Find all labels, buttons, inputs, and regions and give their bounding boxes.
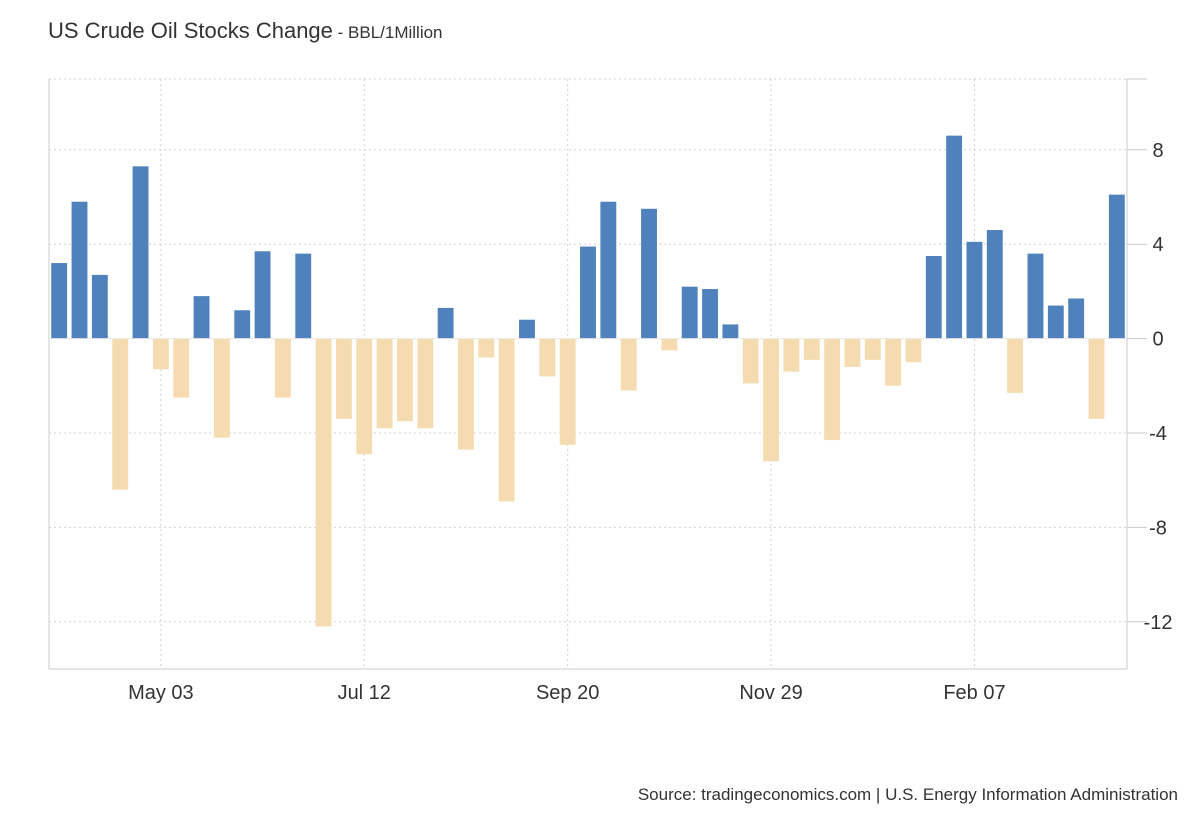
bar xyxy=(437,307,454,339)
y-tick-label: 8 xyxy=(1152,140,1163,162)
bar xyxy=(274,338,291,398)
bar xyxy=(234,310,251,339)
bar xyxy=(397,338,413,422)
source-note: Source: tradingeconomics.com | U.S. Ener… xyxy=(637,785,1178,804)
bar xyxy=(213,338,230,438)
bar xyxy=(885,338,902,386)
bar xyxy=(864,338,881,360)
bar xyxy=(335,338,352,419)
bar xyxy=(681,286,698,339)
bar xyxy=(946,135,963,339)
bar xyxy=(844,338,861,367)
bar xyxy=(1108,194,1125,339)
x-tick-label: Nov 29 xyxy=(739,682,802,704)
bar xyxy=(356,338,373,455)
x-tick-label: May 03 xyxy=(128,682,194,704)
bar xyxy=(925,256,942,339)
bar xyxy=(1068,298,1085,339)
bar xyxy=(722,324,739,339)
bar xyxy=(559,338,576,445)
bar xyxy=(458,338,474,450)
bar xyxy=(803,338,820,360)
chart-title: US Crude Oil Stocks Change xyxy=(48,18,333,43)
bar xyxy=(539,338,556,377)
bar xyxy=(1007,338,1024,393)
bar xyxy=(986,230,1003,339)
bar xyxy=(91,274,108,339)
grid-layer xyxy=(49,78,1127,669)
bar xyxy=(254,251,271,339)
bar xyxy=(173,338,190,398)
bar xyxy=(376,338,393,429)
bar xyxy=(1047,305,1064,339)
bars-layer xyxy=(51,135,1125,627)
axis-layer xyxy=(48,78,1147,670)
bar xyxy=(600,201,617,339)
bar xyxy=(112,338,129,490)
labels-layer: 8 4 0 -4 -8 -12 May 03 Jul 12 Sep 20 Nov 29 Feb 07 xyxy=(128,140,1172,704)
y-tick-label: -12 xyxy=(1144,612,1173,634)
bar xyxy=(580,246,596,339)
bar xyxy=(641,208,657,339)
x-tick-label: Sep 20 xyxy=(536,682,599,704)
x-tick-label: Feb 07 xyxy=(943,682,1005,704)
bar xyxy=(966,241,983,339)
y-tick-label: -8 xyxy=(1149,517,1167,539)
bar xyxy=(51,263,68,339)
x-tick-label: Jul 12 xyxy=(338,682,391,704)
bar xyxy=(152,338,169,370)
bar xyxy=(193,296,210,339)
bar xyxy=(661,338,678,351)
bar xyxy=(519,319,535,339)
y-tick-label: 0 xyxy=(1152,329,1163,351)
bar xyxy=(824,338,841,441)
bar xyxy=(742,338,759,384)
bar xyxy=(905,338,922,363)
bar xyxy=(1027,253,1044,339)
y-tick-label: 4 xyxy=(1152,234,1163,256)
bar xyxy=(783,338,800,372)
bar xyxy=(417,338,434,429)
chart-subtitle: - BBL/1Million xyxy=(332,23,443,42)
bar xyxy=(478,338,495,358)
bar xyxy=(132,166,149,339)
bar xyxy=(1088,338,1105,419)
bar xyxy=(498,338,515,502)
bar xyxy=(702,289,718,339)
bar xyxy=(71,201,88,339)
bar xyxy=(295,253,312,339)
chart-title-block: US Crude Oil Stocks Change - BBL/1Millio… xyxy=(48,18,443,44)
bar xyxy=(763,338,779,462)
bar xyxy=(315,338,332,627)
bar xyxy=(620,338,637,391)
y-tick-label: -4 xyxy=(1149,423,1167,445)
